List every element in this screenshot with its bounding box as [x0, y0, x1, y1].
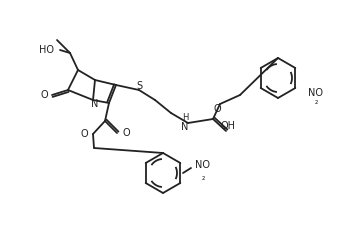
Text: ₂: ₂ — [314, 97, 318, 106]
Text: O: O — [123, 128, 130, 138]
Text: NO: NO — [195, 160, 211, 170]
Text: H: H — [182, 113, 188, 123]
Text: N: N — [91, 99, 99, 109]
Text: O: O — [40, 90, 48, 100]
Text: O: O — [81, 129, 88, 139]
Text: S: S — [136, 81, 142, 91]
Text: ₂: ₂ — [201, 174, 205, 182]
Text: O: O — [213, 104, 221, 114]
Text: NO: NO — [308, 88, 323, 98]
Text: N: N — [181, 122, 189, 132]
Text: OH: OH — [220, 121, 236, 131]
Text: HO: HO — [39, 45, 54, 55]
